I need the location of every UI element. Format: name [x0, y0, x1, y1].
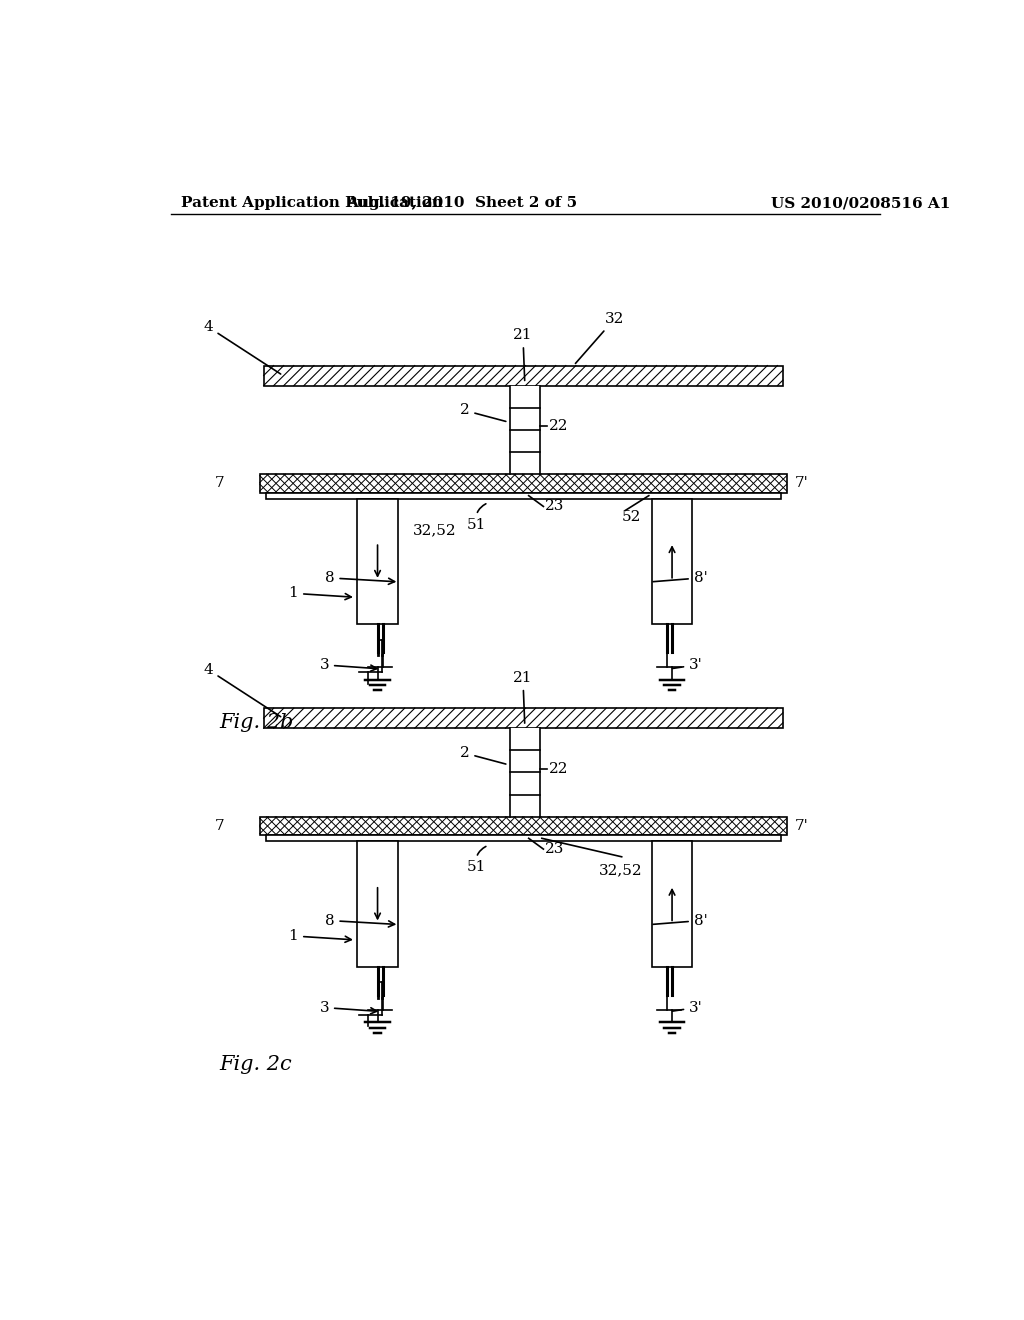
Text: 3': 3' [673, 657, 702, 672]
Text: 51: 51 [467, 846, 486, 874]
Text: 22: 22 [549, 762, 568, 776]
Text: 7': 7' [795, 477, 808, 490]
Text: 21: 21 [513, 329, 532, 380]
Text: Fig. 2c: Fig. 2c [219, 1056, 292, 1074]
Text: 1: 1 [289, 929, 351, 942]
Text: 8: 8 [325, 913, 394, 928]
Text: 8': 8' [653, 572, 708, 585]
Bar [266, 836, 780, 841]
Text: 2: 2 [460, 746, 506, 764]
Text: 4: 4 [203, 663, 281, 717]
Bar [357, 841, 397, 966]
Text: 32,52: 32,52 [413, 524, 456, 537]
Bar [652, 499, 692, 624]
Text: 22: 22 [549, 418, 568, 433]
Text: 7': 7' [795, 818, 808, 833]
Text: 23: 23 [545, 842, 564, 857]
Text: US 2010/0208516 A1: US 2010/0208516 A1 [771, 197, 950, 210]
Bar [263, 366, 783, 385]
Text: Patent Application Publication: Patent Application Publication [180, 197, 442, 210]
Text: 7: 7 [215, 818, 225, 833]
Bar [260, 474, 786, 492]
Bar [266, 492, 780, 499]
Bar [357, 499, 397, 624]
Text: 1: 1 [289, 586, 351, 601]
Text: 51: 51 [467, 504, 486, 532]
Text: 52: 52 [622, 511, 641, 524]
Text: 4: 4 [203, 319, 281, 374]
Bar [510, 729, 540, 817]
Text: 7: 7 [215, 477, 225, 490]
Bar [260, 817, 786, 836]
Text: Aug. 19, 2010  Sheet 2 of 5: Aug. 19, 2010 Sheet 2 of 5 [346, 197, 577, 210]
Bar [263, 708, 783, 729]
Text: Fig. 2b: Fig. 2b [219, 713, 294, 731]
Text: 8: 8 [325, 572, 394, 585]
Text: 21: 21 [513, 671, 532, 723]
Text: 32: 32 [575, 313, 624, 363]
Text: 32,52: 32,52 [598, 863, 642, 876]
Bar [652, 841, 692, 966]
Text: 2: 2 [460, 404, 506, 421]
Text: 23: 23 [545, 499, 564, 513]
Text: 3': 3' [673, 1001, 702, 1015]
Text: 8': 8' [653, 913, 708, 928]
Bar [510, 385, 540, 474]
Text: 3: 3 [319, 1001, 377, 1015]
Text: 3: 3 [319, 657, 377, 672]
